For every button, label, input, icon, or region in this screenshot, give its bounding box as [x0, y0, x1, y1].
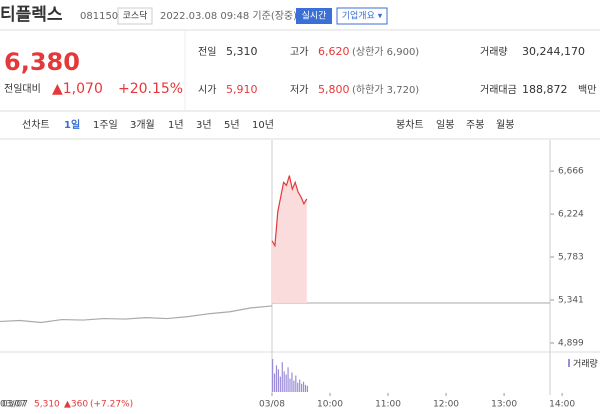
- volume-bar: [279, 376, 281, 392]
- stats: 전일 5,310 고가 6,620 (상한가 6,900) 거래량 30,244,170 시가…: [198, 45, 596, 96]
- market: 코스닥: [123, 11, 148, 22]
- change-rate: +20.15%: [118, 81, 183, 97]
- footer-change: ▲360: [64, 400, 88, 410]
- tab-label: 봉차트: [396, 119, 424, 131]
- stat-unit: 백만: [578, 84, 596, 96]
- volume-bar: [306, 385, 309, 392]
- badge[interactable]: [296, 8, 332, 24]
- stat-value: 5,910: [226, 83, 258, 96]
- stock-name: 티플렉스: [0, 5, 63, 25]
- tabs: 선차트 1일 1주일 3개월 1년 3년 5년 10년 봉차트 일봉 주봉 월봉: [22, 118, 514, 131]
- period-tab[interactable]: 5년: [224, 119, 240, 131]
- x-tick-label: 13:00: [491, 400, 517, 410]
- x-tick-label: 03/07: [0, 400, 26, 410]
- volume-bar: [301, 383, 303, 392]
- badge: [117, 7, 153, 25]
- y-tick-label: 5,783: [558, 253, 584, 263]
- x-tick-label: 03/08: [259, 400, 285, 410]
- y-tick-label: 6,666: [558, 167, 584, 177]
- candle-tab[interactable]: 주봉: [466, 119, 484, 131]
- stat-label: 전일: [198, 46, 216, 58]
- current-price: 6,380: [4, 48, 80, 76]
- legend-label: 거래량: [573, 358, 598, 370]
- candle-tab[interactable]: 일봉: [436, 119, 454, 131]
- stat-label: 거래대금: [480, 84, 517, 96]
- badge[interactable]: [336, 7, 388, 25]
- price-line: [0, 305, 273, 324]
- x-tick-label: 14:00: [549, 400, 575, 410]
- volume-bar: [297, 382, 299, 392]
- timestamp: 2022.03.08 09:48 기준(장중): [160, 10, 297, 22]
- stat-note: (하한가 3,720): [352, 83, 419, 96]
- volume-bar: [272, 359, 274, 392]
- stat-value: 188,872: [522, 83, 568, 96]
- y-tick-label: 4,899: [558, 338, 584, 348]
- stat-label: 저가: [290, 84, 308, 96]
- x-tick-label: 12:00: [433, 400, 459, 410]
- volume-bar: [285, 374, 287, 392]
- period-tab[interactable]: 3년: [196, 119, 212, 131]
- y-tick-label: 5,341: [558, 296, 584, 306]
- period-tab[interactable]: 1년: [168, 119, 184, 131]
- footer-date: 03/07: [2, 400, 28, 410]
- volume-bar: [299, 379, 301, 392]
- chart: 6,666 6,224 5,783 5,341 4,899 03/07 03/08 10:00…: [0, 140, 598, 410]
- stat-value: 6,620: [318, 45, 350, 58]
- legend-swatch: [568, 359, 570, 367]
- volume-bar: [291, 372, 293, 392]
- x-tick-label: 10:00: [317, 400, 343, 410]
- period-tab[interactable]: 10년: [252, 119, 274, 131]
- period-tab[interactable]: 1주일: [93, 119, 118, 131]
- volume-bar: [283, 371, 285, 392]
- volume-bar: [273, 373, 276, 392]
- stat-note: (상한가 6,900): [352, 46, 419, 58]
- volume-bar: [289, 378, 291, 392]
- stat-value: 5,310: [226, 45, 258, 58]
- period-tab[interactable]: 1일: [64, 118, 80, 131]
- volume-bar: [277, 369, 280, 392]
- footer-close: 5,310: [34, 400, 60, 410]
- change-label: 전일대비: [4, 83, 41, 95]
- footer-rate: (+7.27%): [90, 400, 133, 410]
- stat-label: 시가: [198, 84, 216, 96]
- tab-label: 선차트: [22, 119, 50, 131]
- change: ▲1,070: [52, 81, 103, 97]
- company-info[interactable]: 기업개요 ▾: [342, 11, 383, 22]
- x-tick-label: 11:00: [375, 400, 401, 410]
- volume-bar: [287, 367, 289, 392]
- volume-bar: [302, 381, 305, 392]
- stat-value: 30,244,170: [522, 45, 585, 58]
- stat-value: 5,800: [318, 83, 350, 96]
- stock-code: 081150: [80, 11, 118, 22]
- volume-bar: [304, 384, 307, 392]
- price-line: [271, 175, 308, 248]
- realtime[interactable]: 실시간: [302, 11, 327, 22]
- volume-bar: [293, 380, 295, 392]
- area: [272, 175, 307, 304]
- stat-label: 고가: [290, 46, 308, 58]
- stat-label: 거래량: [480, 46, 508, 58]
- volume-bar: [275, 365, 278, 392]
- candle-tab[interactable]: 월봉: [496, 119, 514, 131]
- volume-bar: [281, 362, 283, 392]
- volume-bar: [295, 375, 297, 392]
- period-tab[interactable]: 3개월: [130, 119, 155, 131]
- y-tick-label: 6,224: [558, 210, 584, 220]
